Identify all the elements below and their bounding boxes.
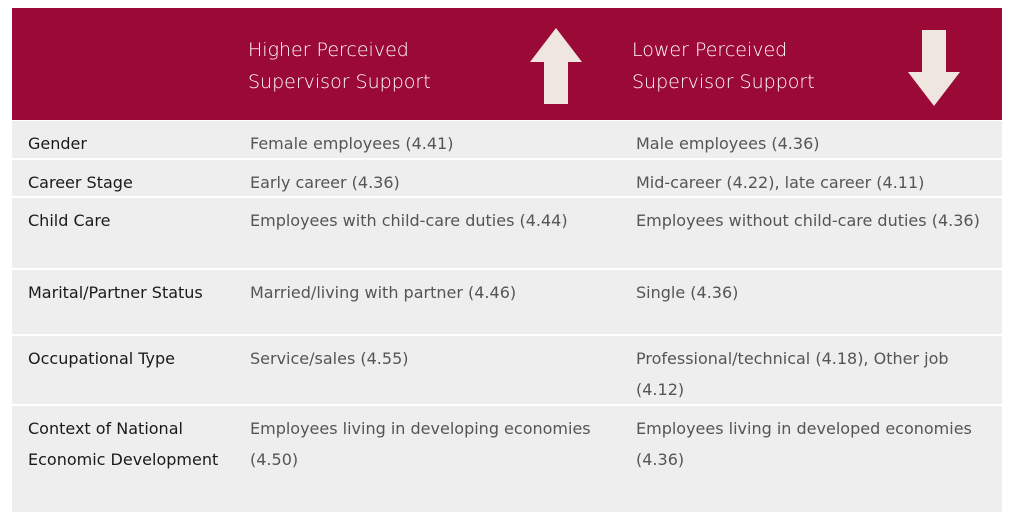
- table-cell: Employees living in developed economies …: [636, 419, 972, 469]
- column-header: Lower Perceived Supervisor Support: [632, 39, 815, 93]
- row-label: Career Stage: [28, 173, 133, 192]
- table-cell: Service/sales (4.55): [250, 349, 409, 368]
- up-arrow-icon: [530, 28, 582, 104]
- table: Higher Perceived Supervisor Support Lowe…: [12, 8, 1002, 512]
- row-label: Context of National Economic Development: [28, 419, 219, 469]
- table-cell: Early career (4.36): [250, 173, 400, 192]
- table-cell: Married/living with partner (4.46): [250, 283, 517, 302]
- table-row: Marital/Partner Status Married/living wit…: [12, 270, 1002, 334]
- row-label: Gender: [28, 134, 87, 153]
- table-cell: Professional/technical (4.18), Other job…: [636, 349, 949, 399]
- table-cell: Employees living in developing economies…: [250, 419, 591, 469]
- row-label: Occupational Type: [28, 349, 176, 368]
- table-cell: Employees with child-care duties (4.44): [250, 211, 568, 230]
- table-row: Context of National Economic Development…: [12, 406, 1002, 512]
- row-label: Child Care: [28, 211, 111, 230]
- table-cell: Female employees (4.41): [250, 134, 454, 153]
- table-header: Higher Perceived Supervisor Support Lowe…: [12, 8, 1002, 120]
- table-cell: Single (4.36): [636, 283, 739, 302]
- table-cell: Mid-career (4.22), late career (4.11): [636, 173, 925, 192]
- table-row: Child Care Employees with child-care duti…: [12, 198, 1002, 268]
- down-arrow-icon: [908, 30, 960, 106]
- table-row: Career Stage Early career (4.36) Mid-caree…: [12, 160, 1002, 196]
- table-row: Occupational Type Service/sales (4.55) Pro…: [12, 336, 1002, 404]
- table-row: Gender Female employees (4.41) Male employ…: [12, 121, 1002, 158]
- table-cell: Male employees (4.36): [636, 134, 820, 153]
- row-label: Marital/Partner Status: [28, 283, 203, 302]
- table-cell: Employees without child-care duties (4.3…: [636, 211, 980, 230]
- column-header: Higher Perceived Supervisor Support: [248, 39, 431, 93]
